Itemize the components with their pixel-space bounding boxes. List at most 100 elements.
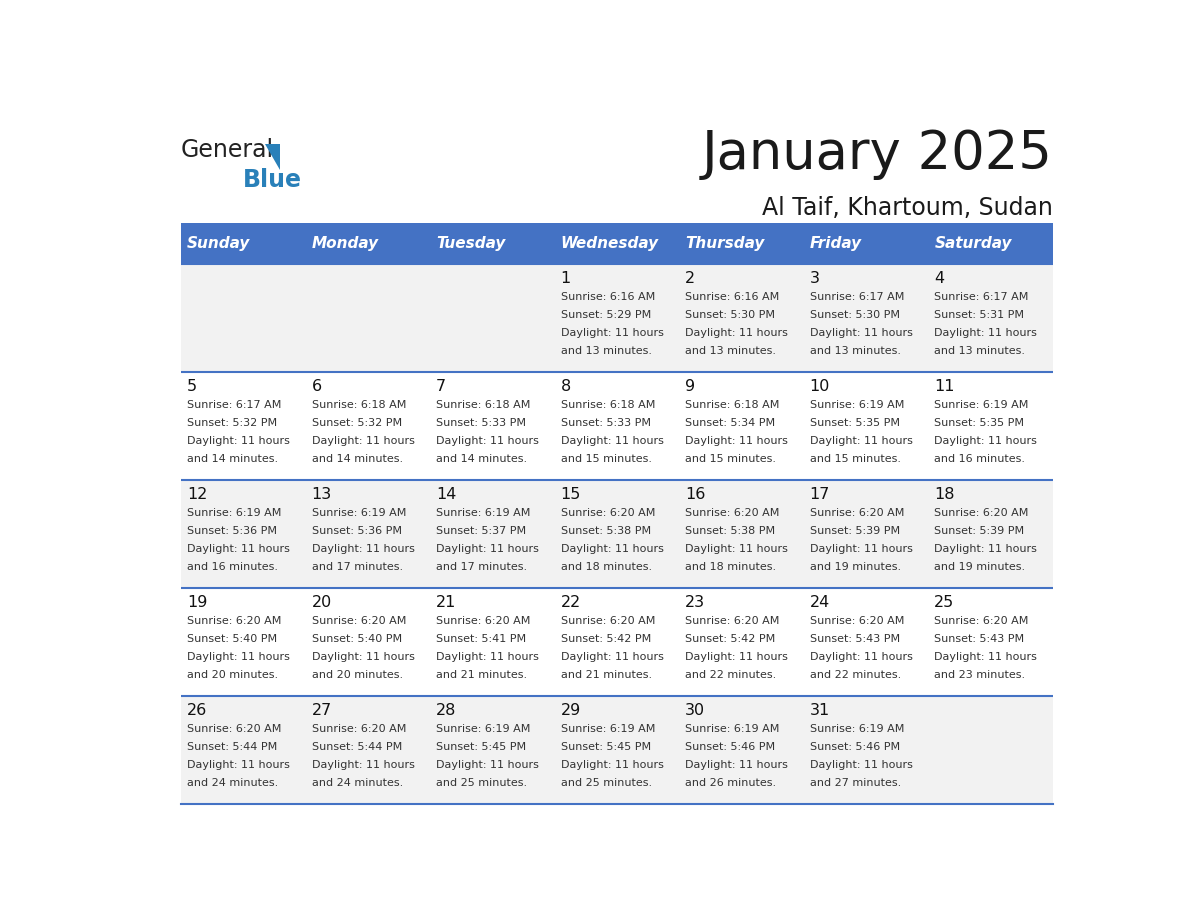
Text: Daylight: 11 hours: Daylight: 11 hours	[810, 436, 912, 446]
Text: Sunrise: 6:17 AM: Sunrise: 6:17 AM	[810, 292, 904, 302]
Text: Sunrise: 6:20 AM: Sunrise: 6:20 AM	[934, 616, 1029, 626]
Text: 18: 18	[934, 487, 955, 502]
Text: Sunset: 5:35 PM: Sunset: 5:35 PM	[810, 418, 899, 428]
Text: and 20 minutes.: and 20 minutes.	[311, 670, 403, 680]
Polygon shape	[265, 144, 280, 170]
Text: Sunset: 5:43 PM: Sunset: 5:43 PM	[934, 634, 1024, 644]
Text: 8: 8	[561, 379, 571, 394]
Text: Tuesday: Tuesday	[436, 236, 505, 252]
Text: and 14 minutes.: and 14 minutes.	[311, 454, 403, 465]
Text: Daylight: 11 hours: Daylight: 11 hours	[561, 544, 664, 554]
Text: Daylight: 11 hours: Daylight: 11 hours	[810, 328, 912, 338]
Text: and 24 minutes.: and 24 minutes.	[311, 778, 403, 789]
Text: Sunday: Sunday	[187, 236, 251, 252]
Text: and 14 minutes.: and 14 minutes.	[187, 454, 278, 465]
Text: Sunrise: 6:19 AM: Sunrise: 6:19 AM	[810, 400, 904, 409]
Text: Wednesday: Wednesday	[561, 236, 659, 252]
Text: 6: 6	[311, 379, 322, 394]
Text: January 2025: January 2025	[702, 128, 1053, 180]
Text: Sunrise: 6:19 AM: Sunrise: 6:19 AM	[685, 723, 779, 733]
Text: Sunrise: 6:16 AM: Sunrise: 6:16 AM	[685, 292, 779, 302]
Text: Sunset: 5:38 PM: Sunset: 5:38 PM	[685, 526, 776, 536]
Text: Daylight: 11 hours: Daylight: 11 hours	[187, 652, 290, 662]
Text: Thursday: Thursday	[685, 236, 765, 252]
Text: and 17 minutes.: and 17 minutes.	[436, 562, 527, 572]
Text: Sunset: 5:43 PM: Sunset: 5:43 PM	[810, 634, 899, 644]
Text: 26: 26	[187, 703, 207, 718]
Text: Sunrise: 6:19 AM: Sunrise: 6:19 AM	[187, 508, 282, 518]
Text: Sunrise: 6:19 AM: Sunrise: 6:19 AM	[561, 723, 655, 733]
Text: Daylight: 11 hours: Daylight: 11 hours	[810, 760, 912, 770]
Text: 16: 16	[685, 487, 706, 502]
Text: Sunset: 5:45 PM: Sunset: 5:45 PM	[561, 742, 651, 752]
Text: 12: 12	[187, 487, 208, 502]
Bar	[181, 588, 1053, 696]
Text: Sunrise: 6:20 AM: Sunrise: 6:20 AM	[934, 508, 1029, 518]
Text: Daylight: 11 hours: Daylight: 11 hours	[436, 760, 539, 770]
Text: Sunrise: 6:17 AM: Sunrise: 6:17 AM	[934, 292, 1029, 302]
Text: and 27 minutes.: and 27 minutes.	[810, 778, 901, 789]
Text: and 22 minutes.: and 22 minutes.	[685, 670, 777, 680]
Text: Sunset: 5:33 PM: Sunset: 5:33 PM	[436, 418, 526, 428]
Text: and 16 minutes.: and 16 minutes.	[187, 562, 278, 572]
Text: Sunset: 5:30 PM: Sunset: 5:30 PM	[810, 310, 899, 320]
Text: Sunset: 5:42 PM: Sunset: 5:42 PM	[561, 634, 651, 644]
Text: Daylight: 11 hours: Daylight: 11 hours	[810, 652, 912, 662]
Text: Sunrise: 6:18 AM: Sunrise: 6:18 AM	[436, 400, 531, 409]
Text: Sunset: 5:35 PM: Sunset: 5:35 PM	[934, 418, 1024, 428]
Text: and 24 minutes.: and 24 minutes.	[187, 778, 278, 789]
Text: Daylight: 11 hours: Daylight: 11 hours	[436, 652, 539, 662]
Text: Daylight: 11 hours: Daylight: 11 hours	[187, 760, 290, 770]
Bar	[555, 223, 680, 264]
Text: and 19 minutes.: and 19 minutes.	[810, 562, 901, 572]
Text: Sunrise: 6:20 AM: Sunrise: 6:20 AM	[561, 616, 655, 626]
Text: Sunrise: 6:20 AM: Sunrise: 6:20 AM	[436, 616, 531, 626]
Text: 22: 22	[561, 595, 581, 610]
Text: 14: 14	[436, 487, 456, 502]
Text: and 13 minutes.: and 13 minutes.	[685, 346, 776, 356]
Text: Sunset: 5:39 PM: Sunset: 5:39 PM	[934, 526, 1024, 536]
Text: Daylight: 11 hours: Daylight: 11 hours	[561, 436, 664, 446]
Text: Sunset: 5:44 PM: Sunset: 5:44 PM	[311, 742, 402, 752]
Text: 21: 21	[436, 595, 456, 610]
Text: 15: 15	[561, 487, 581, 502]
Text: and 17 minutes.: and 17 minutes.	[311, 562, 403, 572]
Text: Sunset: 5:41 PM: Sunset: 5:41 PM	[436, 634, 526, 644]
Bar	[181, 264, 1053, 373]
Text: Sunrise: 6:16 AM: Sunrise: 6:16 AM	[561, 292, 655, 302]
Text: 7: 7	[436, 379, 447, 394]
Text: Sunset: 5:36 PM: Sunset: 5:36 PM	[187, 526, 277, 536]
Text: Sunset: 5:30 PM: Sunset: 5:30 PM	[685, 310, 776, 320]
Text: Saturday: Saturday	[934, 236, 1012, 252]
Text: Sunset: 5:37 PM: Sunset: 5:37 PM	[436, 526, 526, 536]
Text: and 23 minutes.: and 23 minutes.	[934, 670, 1025, 680]
Text: Sunrise: 6:19 AM: Sunrise: 6:19 AM	[436, 508, 531, 518]
Text: and 16 minutes.: and 16 minutes.	[934, 454, 1025, 465]
Text: 3: 3	[810, 271, 820, 285]
Text: Sunset: 5:44 PM: Sunset: 5:44 PM	[187, 742, 277, 752]
Text: 1: 1	[561, 271, 571, 285]
Text: Sunrise: 6:19 AM: Sunrise: 6:19 AM	[436, 723, 531, 733]
Text: Sunrise: 6:20 AM: Sunrise: 6:20 AM	[561, 508, 655, 518]
Bar	[305, 223, 430, 264]
Text: and 13 minutes.: and 13 minutes.	[810, 346, 901, 356]
Text: Daylight: 11 hours: Daylight: 11 hours	[934, 328, 1037, 338]
Text: 31: 31	[810, 703, 830, 718]
Text: Daylight: 11 hours: Daylight: 11 hours	[934, 652, 1037, 662]
Text: Friday: Friday	[810, 236, 861, 252]
Text: Sunrise: 6:19 AM: Sunrise: 6:19 AM	[934, 400, 1029, 409]
Text: Al Taif, Khartoum, Sudan: Al Taif, Khartoum, Sudan	[762, 196, 1053, 220]
Text: Sunrise: 6:20 AM: Sunrise: 6:20 AM	[685, 508, 779, 518]
Text: Sunset: 5:46 PM: Sunset: 5:46 PM	[810, 742, 899, 752]
Text: General: General	[181, 139, 274, 162]
Text: Daylight: 11 hours: Daylight: 11 hours	[311, 760, 415, 770]
Bar	[181, 480, 1053, 588]
Text: Sunrise: 6:17 AM: Sunrise: 6:17 AM	[187, 400, 282, 409]
Bar	[430, 223, 555, 264]
Text: Sunset: 5:40 PM: Sunset: 5:40 PM	[187, 634, 277, 644]
Text: Daylight: 11 hours: Daylight: 11 hours	[934, 544, 1037, 554]
Text: Sunset: 5:32 PM: Sunset: 5:32 PM	[311, 418, 402, 428]
Text: 19: 19	[187, 595, 208, 610]
Text: 23: 23	[685, 595, 706, 610]
Text: and 13 minutes.: and 13 minutes.	[934, 346, 1025, 356]
